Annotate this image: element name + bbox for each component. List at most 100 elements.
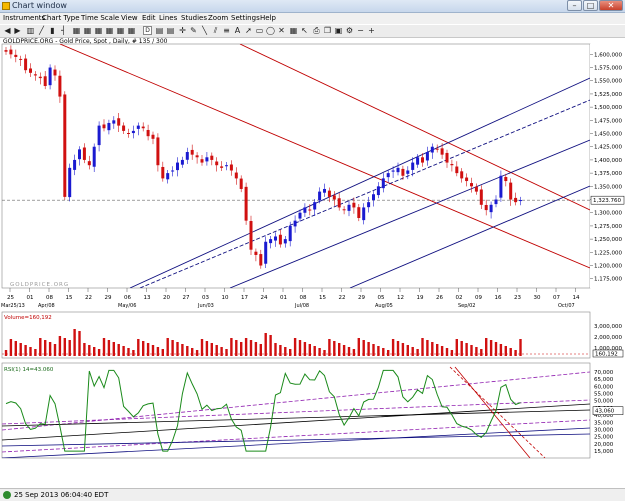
candle-body[interactable]	[352, 202, 356, 208]
candle-body[interactable]	[460, 171, 464, 179]
candle-body[interactable]	[313, 202, 317, 210]
candle-body[interactable]	[73, 159, 77, 170]
candle-body[interactable]	[283, 239, 287, 244]
daily-selected-button[interactable]: D	[143, 26, 152, 35]
candle-body[interactable]	[136, 125, 140, 129]
menu-view[interactable]: View	[121, 14, 138, 22]
maximize-button[interactable]: □	[583, 0, 598, 11]
menu-chart-type[interactable]: Chart Type	[42, 14, 80, 22]
line-tool-icon[interactable]: ╲	[202, 26, 207, 35]
candle-body[interactable]	[288, 225, 292, 242]
candle-body[interactable]	[249, 221, 253, 250]
delete-tool-icon[interactable]: ✕	[278, 26, 285, 35]
candle-body[interactable]	[342, 209, 346, 211]
candle-body[interactable]	[318, 191, 322, 201]
candle-body[interactable]	[234, 172, 238, 179]
price-panel[interactable]	[1, 43, 591, 289]
rsi-trend-line[interactable]	[2, 433, 590, 447]
rsi-trend-line[interactable]	[2, 399, 590, 425]
print-icon[interactable]: ⎙	[313, 26, 320, 35]
candle-body[interactable]	[24, 58, 28, 71]
candle-body[interactable]	[19, 58, 23, 60]
candle-body[interactable]	[381, 178, 385, 189]
crosshair-icon[interactable]: ✛	[179, 26, 186, 35]
pencil-icon[interactable]: ✎	[190, 26, 197, 35]
settings-icon[interactable]: ⚙	[345, 26, 354, 35]
candle-body[interactable]	[58, 75, 62, 97]
menu-studies[interactable]: Studies	[181, 14, 207, 22]
line-chart-icon[interactable]: ╱	[39, 26, 44, 35]
candle-body[interactable]	[48, 67, 52, 86]
candle-body[interactable]	[151, 134, 155, 139]
candle-body[interactable]	[176, 162, 179, 171]
fib-tool-icon[interactable]: ≡	[223, 26, 230, 35]
candle-body[interactable]	[117, 118, 121, 126]
candle-body[interactable]	[225, 165, 228, 167]
candle-body[interactable]	[465, 177, 469, 182]
candle-body[interactable]	[200, 159, 204, 163]
candle-body[interactable]	[445, 152, 449, 163]
text-tool-icon[interactable]: A	[234, 26, 241, 35]
candle-body[interactable]	[362, 207, 366, 221]
candle-body[interactable]	[396, 167, 400, 173]
candle-body[interactable]	[97, 125, 101, 146]
candle-body[interactable]	[430, 146, 434, 153]
candle-body[interactable]	[53, 69, 57, 76]
yearly-icon[interactable]: ▦	[127, 26, 136, 35]
candle-body[interactable]	[323, 188, 326, 193]
candle-body[interactable]	[494, 199, 498, 205]
candle-body[interactable]	[244, 186, 248, 221]
zoom-out-icon[interactable]: −	[357, 26, 364, 35]
candle-body[interactable]	[102, 124, 106, 129]
candle-body[interactable]	[357, 207, 361, 219]
candle-body[interactable]	[131, 130, 135, 134]
save-icon[interactable]: ▣	[334, 26, 343, 35]
cursor-icon[interactable]: ↖	[301, 26, 308, 35]
close-button[interactable]: ✕	[599, 0, 623, 11]
candle-body[interactable]	[484, 205, 488, 211]
candle-body[interactable]	[514, 197, 518, 203]
candle-body[interactable]	[210, 155, 214, 160]
trend-line[interactable]	[129, 77, 590, 288]
candle-body[interactable]	[220, 166, 224, 168]
monthly-icon[interactable]: ▦	[94, 26, 103, 35]
rsi-trend-line[interactable]	[2, 409, 590, 427]
candle-body[interactable]	[259, 254, 263, 266]
compare-icon[interactable]: ▤	[155, 26, 164, 35]
candle-body[interactable]	[470, 183, 473, 187]
scroll-right-icon[interactable]: ▶	[14, 26, 21, 35]
trend-line[interactable]	[59, 44, 590, 269]
minimize-button[interactable]: –	[567, 0, 582, 11]
candle-body[interactable]	[274, 236, 277, 241]
copy-icon[interactable]: ❐	[323, 26, 332, 35]
candle-body[interactable]	[450, 164, 454, 166]
scroll-left-icon[interactable]: ◀	[4, 26, 11, 35]
rsi-trend-line[interactable]	[2, 403, 590, 441]
trend-line[interactable]	[229, 139, 590, 288]
candle-body[interactable]	[166, 173, 170, 180]
candle-body[interactable]	[171, 170, 175, 172]
bar-chart-icon[interactable]: ▥	[26, 26, 35, 35]
candle-body[interactable]	[87, 161, 91, 166]
candlestick-icon[interactable]: ▮	[50, 26, 55, 35]
candle-body[interactable]	[180, 159, 184, 165]
candle-body[interactable]	[14, 54, 18, 57]
candle-body[interactable]	[43, 76, 47, 87]
candle-body[interactable]	[411, 162, 415, 170]
candle-body[interactable]	[303, 207, 307, 213]
candle-body[interactable]	[254, 251, 258, 255]
candle-body[interactable]	[386, 173, 390, 178]
candle-body[interactable]	[82, 147, 86, 160]
candle-body[interactable]	[112, 120, 116, 124]
candle-body[interactable]	[185, 152, 189, 160]
candle-body[interactable]	[499, 175, 503, 198]
rsi-trend-line[interactable]	[2, 419, 590, 453]
menu-instruments[interactable]: Instruments	[3, 14, 46, 22]
candle-body[interactable]	[92, 146, 96, 167]
weekly-icon[interactable]: ▦	[83, 26, 92, 35]
candle-body[interactable]	[278, 234, 282, 245]
candle-body[interactable]	[372, 194, 375, 201]
menu-lines[interactable]: Lines	[159, 14, 178, 22]
candle-body[interactable]	[474, 186, 478, 192]
